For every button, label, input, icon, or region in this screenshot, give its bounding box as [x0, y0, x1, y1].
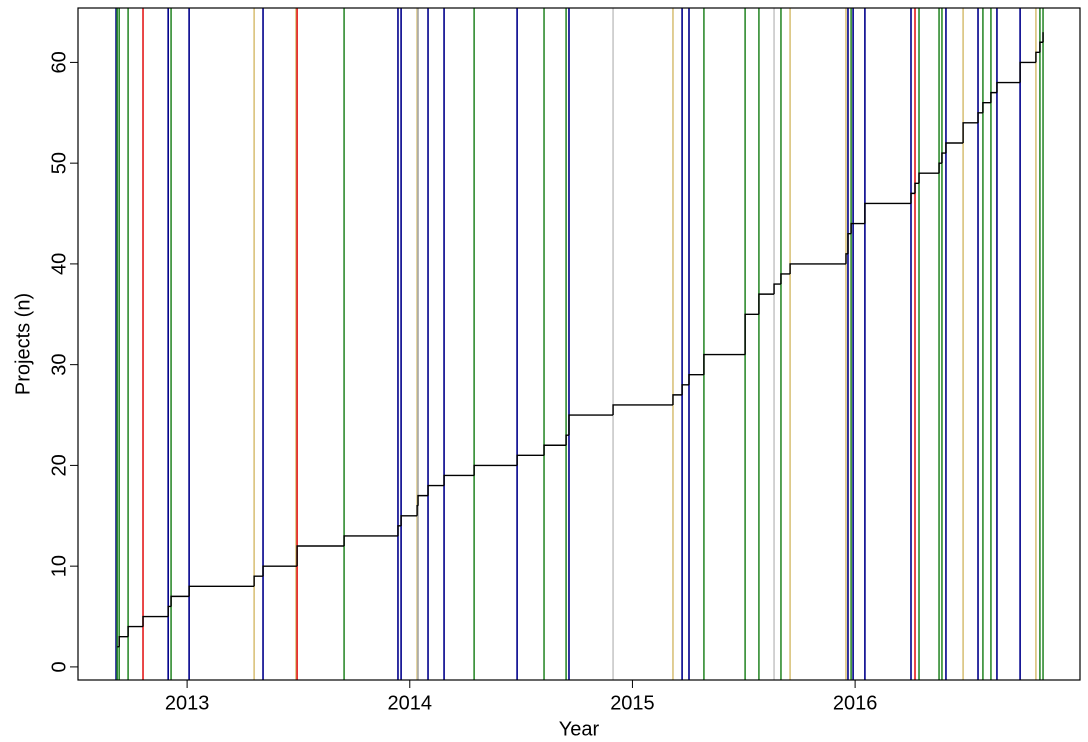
step-segment [473, 464, 518, 476]
step-segment [170, 595, 190, 607]
y-tick-label: 0 [48, 661, 70, 672]
step-segment [758, 293, 775, 315]
step-segment [1039, 41, 1044, 53]
step-segment [142, 615, 169, 627]
step-segment [938, 162, 942, 174]
step-segment [850, 222, 865, 234]
step-segment [417, 494, 429, 506]
y-tick-label: 50 [48, 152, 70, 174]
step-segment [914, 182, 920, 194]
step-segment [400, 515, 418, 526]
step-segment [443, 474, 475, 486]
step-segment [910, 192, 916, 204]
step-segment [672, 394, 683, 405]
step-segment [681, 384, 689, 395]
step-segment [941, 152, 946, 164]
x-tick-label: 2014 [388, 692, 433, 714]
step-segment [612, 404, 673, 416]
y-tick-label: 40 [48, 253, 70, 275]
y-tick-label: 20 [48, 454, 70, 476]
step-segment [789, 263, 846, 274]
step-segment [945, 142, 964, 154]
step-segment [568, 414, 614, 436]
step-segment [427, 484, 445, 496]
step-segment [982, 102, 991, 113]
step-segment [397, 525, 402, 536]
step-segment [1035, 51, 1040, 63]
y-tick-label: 60 [48, 51, 70, 73]
step-segment [918, 172, 940, 184]
step-segment [167, 605, 172, 617]
step-segment [127, 625, 144, 637]
step-segment [996, 81, 1021, 93]
step-segment [703, 353, 746, 375]
step-segment [516, 454, 545, 466]
x-tick-label: 2016 [833, 692, 878, 714]
step-segment [343, 535, 398, 547]
step-segment [188, 585, 255, 597]
y-tick-label: 10 [48, 555, 70, 577]
x-axis-label: Year [559, 718, 600, 740]
step-segment [977, 112, 983, 123]
step-segment [296, 545, 345, 567]
step-segment [864, 202, 911, 224]
step-segment [688, 374, 704, 385]
y-axis-label: Projects (n) [12, 293, 34, 395]
step-segment [565, 434, 569, 446]
step-segment [744, 313, 759, 355]
step-segment [847, 232, 852, 254]
step-segment [262, 565, 298, 577]
step-segment [773, 283, 781, 295]
step-segment [990, 91, 997, 103]
y-tick-label: 30 [48, 354, 70, 376]
x-tick-label: 2013 [165, 692, 210, 714]
step-segment [962, 122, 979, 144]
step-segment [780, 273, 791, 285]
step-segment [1019, 61, 1036, 83]
step-segment [118, 635, 129, 647]
step-segment [253, 575, 264, 587]
x-tick-label: 2015 [610, 692, 655, 714]
plot-frame [77, 7, 1081, 681]
step-segment [543, 444, 567, 456]
